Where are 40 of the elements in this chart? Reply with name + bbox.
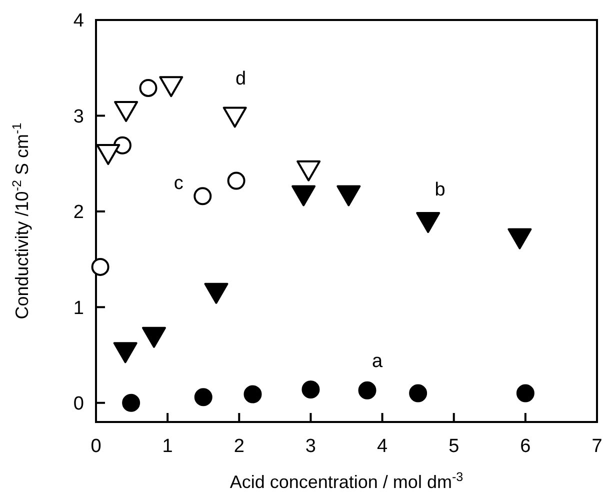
x-tick-label: 3 (305, 436, 316, 457)
point (336, 185, 361, 206)
point (358, 381, 376, 400)
y-tick-label: 3 (73, 106, 84, 128)
y-tick-label: 0 (73, 394, 84, 415)
point (194, 388, 212, 406)
point (416, 212, 440, 233)
series-label: c (174, 172, 184, 194)
series-label: a (372, 351, 383, 372)
point (194, 187, 212, 206)
point (296, 160, 321, 182)
y-tick-label: 4 (73, 10, 84, 32)
series-label: d (236, 68, 246, 90)
point (91, 258, 110, 276)
x-tick-label: 4 (376, 436, 388, 457)
x-tick-label: 6 (520, 436, 531, 457)
point (292, 185, 316, 206)
series-label: b (434, 180, 446, 201)
point (227, 172, 246, 190)
point (302, 380, 320, 398)
x-tick-label: 0 (90, 436, 102, 457)
y-tick-label: 2 (73, 202, 84, 224)
x-tick-label: 7 (592, 436, 602, 457)
point (244, 385, 262, 404)
x-axis-title: Acid concentration / mol dm$^{-3}$ (230, 470, 464, 492)
point (409, 384, 428, 402)
point (516, 384, 534, 402)
y-tick-label: 1 (73, 298, 84, 319)
x-tick-label: 5 (448, 436, 460, 457)
x-tick-label: 1 (162, 436, 173, 457)
x-tick-label: 2 (234, 436, 244, 457)
point (122, 394, 140, 412)
point (204, 282, 228, 304)
point (96, 144, 120, 166)
point (114, 100, 138, 122)
point (113, 342, 138, 364)
point (142, 326, 166, 348)
point (159, 76, 184, 98)
point (222, 106, 247, 128)
point (508, 228, 532, 250)
